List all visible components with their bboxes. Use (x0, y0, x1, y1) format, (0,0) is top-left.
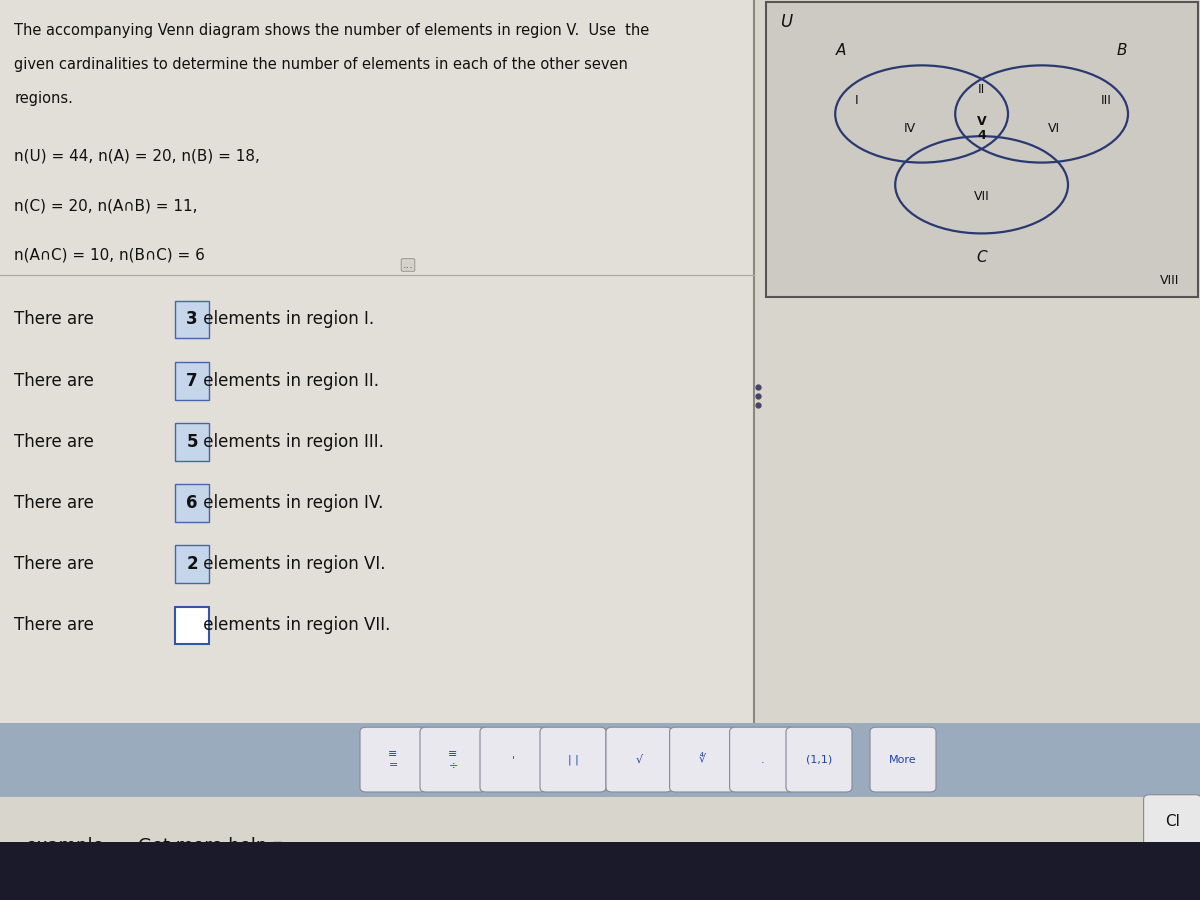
FancyBboxPatch shape (175, 607, 209, 644)
Text: There are: There are (14, 616, 100, 634)
Text: ≡
÷: ≡ ÷ (449, 749, 457, 770)
Text: Cl: Cl (1165, 814, 1180, 829)
Text: .: . (761, 754, 764, 765)
Text: The accompanying Venn diagram shows the number of elements in region V.  Use  th: The accompanying Venn diagram shows the … (14, 22, 649, 38)
Text: ∜: ∜ (700, 754, 706, 765)
Text: Get more help ▾: Get more help ▾ (138, 837, 282, 855)
Text: II: II (978, 83, 985, 96)
Text: There are: There are (14, 555, 100, 573)
Text: 5: 5 (186, 433, 198, 451)
FancyBboxPatch shape (606, 727, 672, 792)
FancyBboxPatch shape (175, 362, 209, 400)
Text: U: U (780, 13, 792, 31)
Text: ≡
=: ≡ = (389, 749, 397, 770)
FancyBboxPatch shape (360, 727, 426, 792)
FancyBboxPatch shape (670, 727, 736, 792)
Text: example: example (26, 837, 104, 855)
Text: B: B (1117, 43, 1127, 58)
FancyBboxPatch shape (420, 727, 486, 792)
Text: elements in region VII.: elements in region VII. (198, 616, 390, 634)
Text: elements in region VI.: elements in region VI. (198, 555, 385, 573)
Text: ': ' (511, 754, 515, 765)
Ellipse shape (955, 66, 1128, 163)
Text: A: A (836, 43, 846, 58)
Text: 6: 6 (186, 494, 198, 512)
Text: elements in region I.: elements in region I. (198, 310, 374, 328)
Text: VII: VII (973, 191, 990, 203)
Text: √: √ (636, 754, 642, 765)
FancyBboxPatch shape (175, 301, 209, 338)
Text: More: More (889, 754, 917, 765)
FancyBboxPatch shape (730, 727, 796, 792)
Text: There are: There are (14, 494, 100, 512)
Text: n(U) = 44, n(A) = 20, n(B) = 18,: n(U) = 44, n(A) = 20, n(B) = 18, (14, 148, 260, 164)
Text: elements in region II.: elements in region II. (198, 372, 379, 390)
Text: There are: There are (14, 433, 100, 451)
Text: C: C (977, 249, 986, 265)
Text: elements in region III.: elements in region III. (198, 433, 384, 451)
Text: I: I (854, 94, 859, 107)
Text: (1,1): (1,1) (806, 754, 832, 765)
FancyBboxPatch shape (175, 545, 209, 583)
FancyBboxPatch shape (786, 727, 852, 792)
FancyBboxPatch shape (0, 842, 1200, 900)
Text: There are: There are (14, 310, 100, 328)
Text: ...: ... (402, 260, 414, 270)
Text: given cardinalities to determine the number of elements in each of the other sev: given cardinalities to determine the num… (14, 57, 629, 72)
Text: IV: IV (904, 122, 916, 135)
Text: | |: | | (568, 754, 578, 765)
FancyBboxPatch shape (870, 727, 936, 792)
Text: There are: There are (14, 372, 100, 390)
Text: VIII: VIII (1160, 274, 1180, 287)
FancyBboxPatch shape (175, 423, 209, 461)
Text: VI: VI (1048, 122, 1060, 135)
FancyBboxPatch shape (0, 0, 754, 900)
Text: 7: 7 (186, 372, 198, 390)
FancyBboxPatch shape (766, 2, 1198, 297)
FancyBboxPatch shape (1144, 795, 1200, 849)
Text: III: III (1100, 94, 1112, 107)
Text: elements in region IV.: elements in region IV. (198, 494, 383, 512)
FancyBboxPatch shape (480, 727, 546, 792)
Ellipse shape (835, 66, 1008, 163)
Text: 4: 4 (977, 130, 986, 142)
FancyBboxPatch shape (0, 796, 1200, 900)
Text: 3: 3 (186, 310, 198, 328)
FancyBboxPatch shape (175, 484, 209, 522)
Ellipse shape (895, 136, 1068, 233)
Text: regions.: regions. (14, 91, 73, 106)
Text: 2: 2 (186, 555, 198, 573)
Text: n(A∩C) = 10, n(B∩C) = 6: n(A∩C) = 10, n(B∩C) = 6 (14, 248, 205, 263)
Text: V: V (977, 115, 986, 128)
FancyBboxPatch shape (0, 723, 1200, 796)
Text: n(C) = 20, n(A∩B) = 11,: n(C) = 20, n(A∩B) = 11, (14, 198, 198, 213)
FancyBboxPatch shape (540, 727, 606, 792)
